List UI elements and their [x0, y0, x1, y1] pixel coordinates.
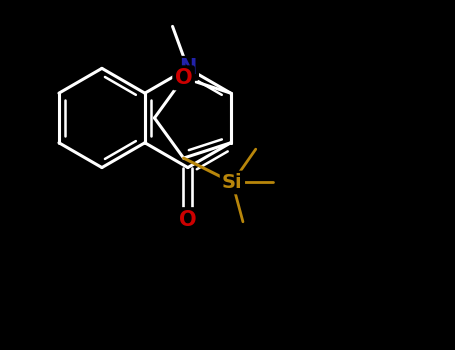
Text: O: O — [179, 210, 197, 230]
Text: N: N — [179, 58, 197, 78]
Text: O: O — [175, 68, 192, 88]
Text: Si: Si — [222, 173, 243, 192]
